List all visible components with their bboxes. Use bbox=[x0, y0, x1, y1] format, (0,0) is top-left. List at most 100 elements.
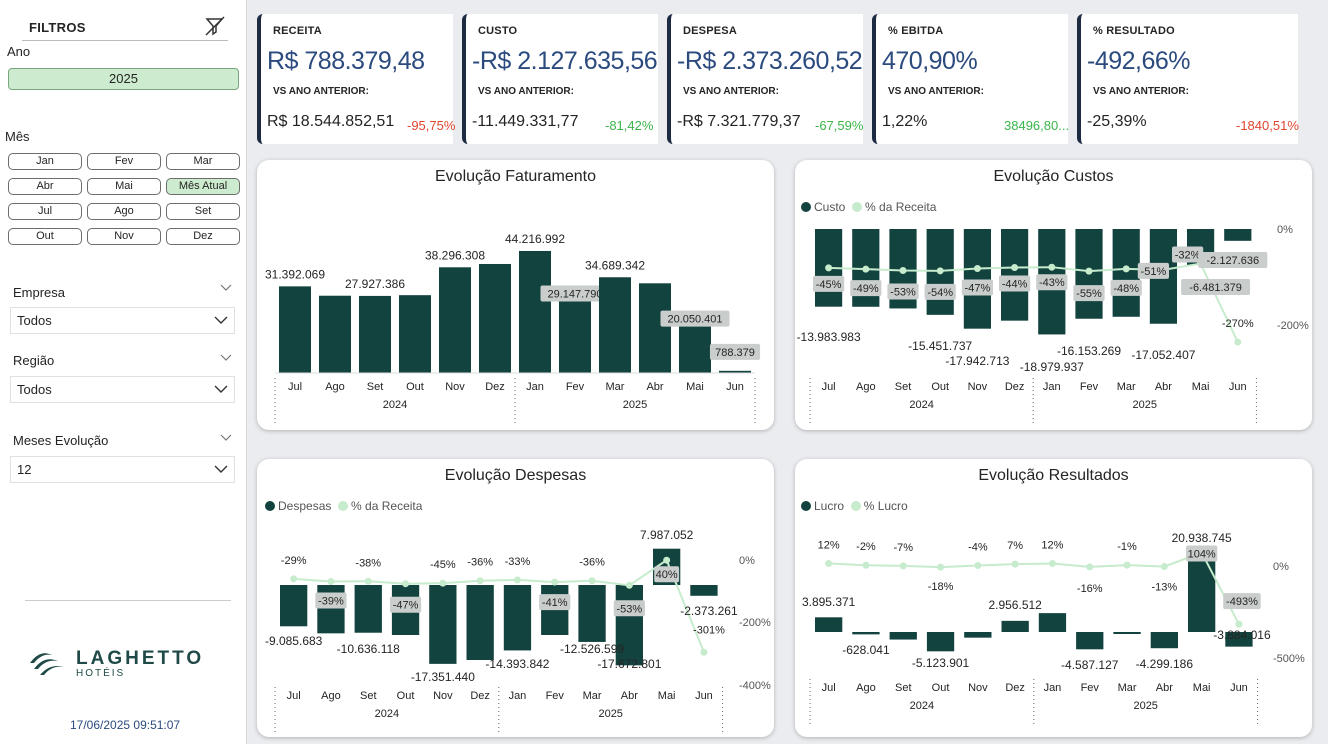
bar-jun[interactable] bbox=[1225, 632, 1253, 647]
pct-point[interactable] bbox=[439, 579, 447, 587]
bar-abr[interactable] bbox=[1150, 632, 1178, 649]
month-button-jul[interactable]: Jul bbox=[8, 203, 82, 220]
bar-ago[interactable] bbox=[319, 295, 351, 373]
pct-point[interactable] bbox=[513, 576, 521, 584]
pct-point[interactable] bbox=[663, 556, 671, 564]
pct-point[interactable] bbox=[825, 560, 833, 568]
bar-mai[interactable] bbox=[1188, 552, 1216, 632]
pct-point[interactable] bbox=[1086, 563, 1094, 571]
pct-label: 40% bbox=[656, 569, 678, 581]
bar-fev[interactable] bbox=[1076, 632, 1104, 650]
pct-point[interactable] bbox=[899, 266, 907, 274]
pct-point[interactable] bbox=[402, 580, 410, 588]
pct-point[interactable] bbox=[862, 265, 870, 273]
bar-jun[interactable] bbox=[719, 370, 751, 373]
pct-point[interactable] bbox=[588, 577, 596, 585]
bar-fev[interactable] bbox=[559, 292, 591, 373]
month-button-nov[interactable]: Nov bbox=[87, 228, 161, 245]
data-label-bg bbox=[1181, 279, 1251, 295]
regiao-dropdown[interactable]: Todos bbox=[10, 376, 235, 403]
pct-point[interactable] bbox=[1011, 264, 1019, 272]
month-button-jan[interactable]: Jan bbox=[8, 153, 82, 170]
filter-clear-icon[interactable] bbox=[204, 15, 226, 42]
update-timestamp: 17/06/2025 09:51:07 bbox=[70, 718, 181, 732]
bar-jul[interactable] bbox=[815, 617, 843, 632]
month-button-fev[interactable]: Fev bbox=[87, 153, 161, 170]
bar-out[interactable] bbox=[399, 295, 431, 373]
bar-dez[interactable] bbox=[466, 585, 494, 660]
bar-jan[interactable] bbox=[519, 250, 551, 373]
bar-out[interactable] bbox=[926, 632, 955, 652]
month-button-mar[interactable]: Mar bbox=[166, 153, 240, 170]
pct-point[interactable] bbox=[700, 648, 708, 656]
bar-nov[interactable] bbox=[429, 585, 457, 664]
pct-point[interactable] bbox=[1048, 263, 1056, 271]
pct-point[interactable] bbox=[1085, 267, 1093, 275]
pct-point[interactable] bbox=[625, 581, 633, 589]
bar-set[interactable] bbox=[359, 295, 391, 373]
bar-mar[interactable] bbox=[1112, 229, 1140, 317]
filters-title: FILTROS bbox=[29, 20, 86, 35]
pct-point[interactable] bbox=[364, 577, 372, 585]
bar-mar[interactable] bbox=[1113, 632, 1141, 634]
month-button-ago[interactable]: Ago bbox=[87, 203, 161, 220]
pct-point[interactable] bbox=[1160, 563, 1168, 571]
x-tick-label: Jul bbox=[287, 690, 301, 702]
pct-point[interactable] bbox=[290, 575, 298, 583]
pct-point[interactable] bbox=[974, 561, 982, 569]
bar-nov[interactable] bbox=[964, 632, 992, 638]
bar-abr[interactable] bbox=[615, 585, 643, 666]
bar-nov[interactable] bbox=[439, 267, 471, 373]
bar-jun[interactable] bbox=[1224, 229, 1252, 241]
pct-point[interactable] bbox=[1122, 265, 1130, 273]
year-2025-button[interactable]: 2025 bbox=[8, 68, 239, 90]
bar-mar[interactable] bbox=[599, 277, 631, 373]
bar-ago[interactable] bbox=[317, 585, 345, 634]
bar-abr[interactable] bbox=[639, 283, 671, 373]
pct-point[interactable] bbox=[1011, 560, 1019, 568]
pct-point[interactable] bbox=[327, 578, 335, 586]
month-button-mês-atual[interactable]: Mês Atual bbox=[166, 178, 240, 195]
pct-point[interactable] bbox=[862, 561, 870, 569]
month-button-abr[interactable]: Abr bbox=[8, 178, 82, 195]
chevron-down-icon[interactable] bbox=[220, 284, 232, 292]
pct-point[interactable] bbox=[936, 267, 944, 275]
meses-evolucao-dropdown[interactable]: 12 bbox=[10, 456, 235, 483]
chevron-down-icon[interactable] bbox=[220, 434, 232, 442]
pct-point[interactable] bbox=[825, 264, 833, 272]
bar-jan[interactable] bbox=[1038, 613, 1067, 632]
month-button-out[interactable]: Out bbox=[8, 228, 82, 245]
bar-jul[interactable] bbox=[280, 585, 308, 627]
bar-jun[interactable] bbox=[690, 585, 718, 596]
data-label: 27.927.386 bbox=[345, 277, 405, 291]
pct-point[interactable] bbox=[1235, 620, 1243, 628]
empresa-dropdown[interactable]: Todos bbox=[10, 307, 235, 334]
month-button-mai[interactable]: Mai bbox=[87, 178, 161, 195]
bar-dez[interactable] bbox=[479, 263, 511, 373]
pct-point[interactable] bbox=[899, 562, 907, 570]
bar-mar[interactable] bbox=[578, 585, 606, 642]
bar-nov[interactable] bbox=[963, 229, 991, 329]
pct-point[interactable] bbox=[937, 563, 945, 571]
pct-label: -47% bbox=[965, 283, 991, 295]
pct-point[interactable] bbox=[551, 578, 559, 586]
bar-ago[interactable] bbox=[852, 632, 880, 635]
month-button-set[interactable]: Set bbox=[166, 203, 240, 220]
pct-point[interactable] bbox=[1048, 560, 1056, 568]
pct-point[interactable] bbox=[1234, 338, 1242, 346]
bar-jan[interactable] bbox=[503, 585, 532, 651]
bar-set[interactable] bbox=[889, 632, 917, 640]
bar-dez[interactable] bbox=[1001, 229, 1029, 321]
x-tick-label: Jun bbox=[1229, 381, 1247, 393]
chart-title: Evolução Resultados bbox=[978, 467, 1129, 484]
pct-point[interactable] bbox=[973, 265, 981, 273]
chevron-down-icon[interactable] bbox=[220, 354, 232, 362]
bar-jul[interactable] bbox=[279, 286, 311, 373]
pct-point[interactable] bbox=[1123, 561, 1131, 569]
bar-mai[interactable] bbox=[679, 317, 711, 373]
bar-dez[interactable] bbox=[1001, 620, 1029, 632]
chart-title: Evolução Custos bbox=[993, 168, 1114, 185]
bar-set[interactable] bbox=[354, 585, 382, 633]
pct-point[interactable] bbox=[476, 577, 484, 585]
month-button-dez[interactable]: Dez bbox=[166, 228, 240, 245]
